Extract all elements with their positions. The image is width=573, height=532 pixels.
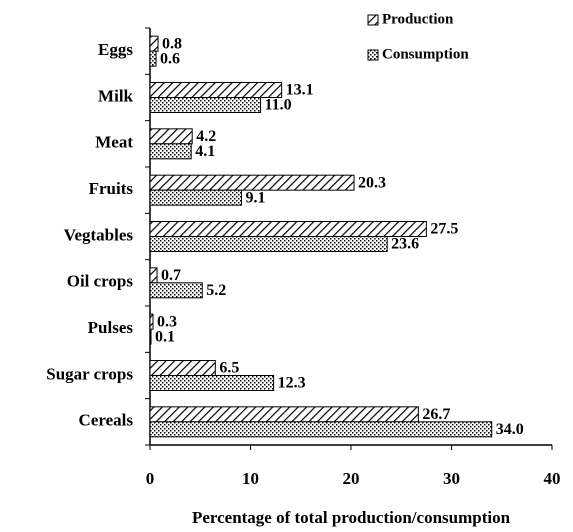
value-label: 23.6 xyxy=(391,236,419,253)
bar xyxy=(149,267,158,284)
value-label: 6.5 xyxy=(219,360,239,377)
x-tick-label: 30 xyxy=(443,469,460,488)
value-label: 13.1 xyxy=(286,82,314,99)
bar xyxy=(149,421,493,438)
value-label: 0.3 xyxy=(157,313,177,330)
category-label: Meat xyxy=(95,133,133,152)
legend-swatch xyxy=(367,14,379,26)
bar xyxy=(149,360,216,376)
bar xyxy=(149,82,283,98)
value-label: 4.1 xyxy=(195,143,215,160)
value-label: 27.5 xyxy=(430,221,458,238)
legend-swatch xyxy=(367,49,379,61)
bar xyxy=(149,143,192,160)
value-label: 4.2 xyxy=(196,128,216,145)
bar xyxy=(149,282,203,299)
bar xyxy=(149,406,419,423)
x-tick-label: 20 xyxy=(343,469,360,488)
legend-label: Consumption xyxy=(382,46,469,62)
value-label: 0.6 xyxy=(160,50,180,67)
bar xyxy=(149,174,355,191)
value-label: 34.0 xyxy=(496,421,524,438)
bar xyxy=(149,328,152,345)
value-label: 0.7 xyxy=(161,267,181,284)
value-label: 26.7 xyxy=(422,406,450,423)
category-label: Cereals xyxy=(79,411,134,430)
bar xyxy=(149,221,427,237)
value-label: 0.1 xyxy=(155,328,175,345)
category-label: Sugar crops xyxy=(46,364,133,383)
x-tick-label: 0 xyxy=(146,469,155,488)
bar xyxy=(149,128,193,145)
bar xyxy=(149,35,159,52)
x-tick-label: 10 xyxy=(242,469,259,488)
category-label: Milk xyxy=(98,86,133,105)
bar xyxy=(149,189,242,206)
bar xyxy=(149,50,157,67)
category-label: Vegtables xyxy=(64,225,134,244)
value-label: 5.2 xyxy=(206,282,226,299)
legend-label: Production xyxy=(382,11,454,27)
category-label: Oil crops xyxy=(67,272,134,291)
category-label: Pulses xyxy=(88,318,134,337)
category-label: Eggs xyxy=(98,40,133,59)
x-axis-label: Percentage of total production/consumpti… xyxy=(192,508,511,527)
bar xyxy=(149,313,154,330)
value-label: 0.8 xyxy=(162,35,182,52)
x-tick-label: 40 xyxy=(544,469,561,488)
category-label: Fruits xyxy=(89,179,134,198)
value-label: 11.0 xyxy=(265,97,292,114)
value-label: 12.3 xyxy=(278,375,306,392)
value-label: 9.1 xyxy=(245,189,265,206)
bar xyxy=(149,236,388,252)
value-label: 20.3 xyxy=(358,174,386,191)
bar xyxy=(149,97,262,113)
bar xyxy=(149,375,275,391)
